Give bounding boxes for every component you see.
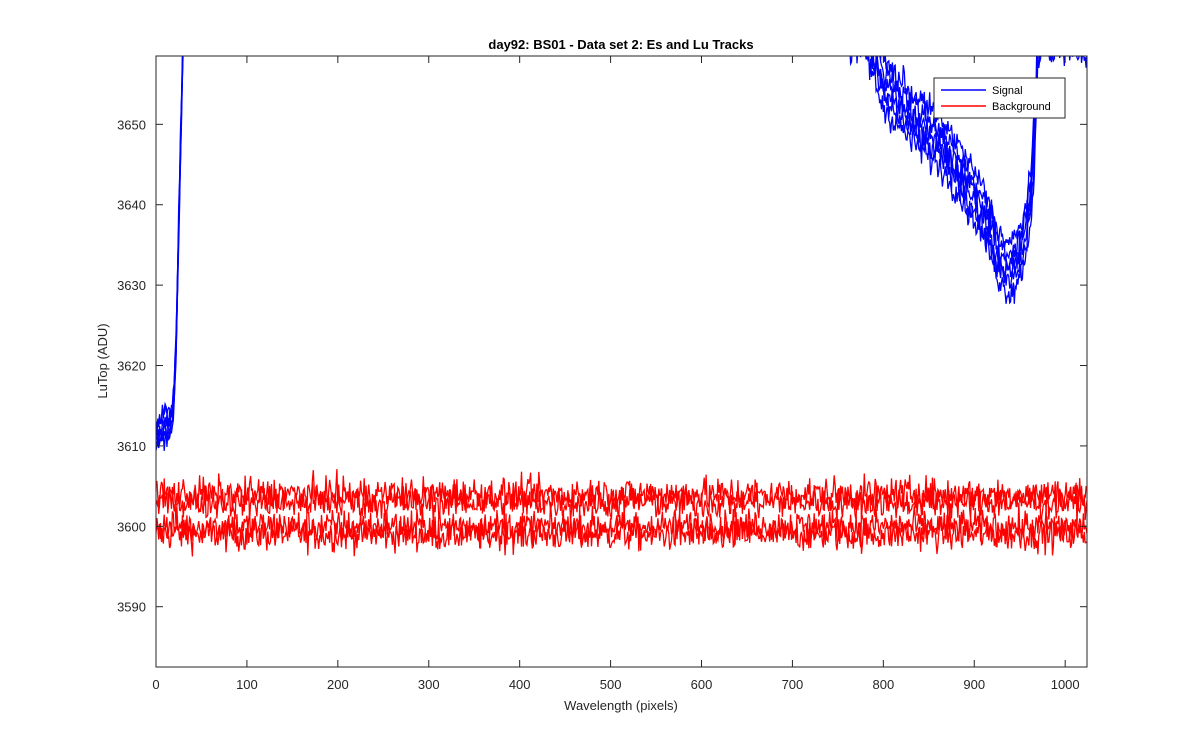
- signal-trace: [156, 56, 1038, 437]
- y-tick-label: 3630: [117, 278, 146, 293]
- signal-trace: [156, 56, 1038, 427]
- x-tick-label: 800: [872, 677, 894, 692]
- x-tick-label: 1000: [1051, 677, 1080, 692]
- background-trace: [156, 469, 1087, 517]
- y-tick-label: 3600: [117, 519, 146, 534]
- y-tick-label: 3650: [117, 117, 146, 132]
- series-layer: [156, 56, 1087, 557]
- x-tick-label: 400: [509, 677, 531, 692]
- x-tick-label: 0: [152, 677, 159, 692]
- signal-trace: [156, 56, 1071, 446]
- signal-trace: [156, 56, 1087, 451]
- legend-label-signal: Signal: [992, 85, 1023, 97]
- x-axis-label: Wavelength (pixels): [564, 698, 678, 713]
- y-tick-label: 3640: [117, 198, 146, 213]
- chart-title: day92: BS01 - Data set 2: Es and Lu Trac…: [488, 37, 753, 52]
- x-axis: 0 100 200 300 400 500 600 700 800 900 1000: [152, 56, 1080, 692]
- x-tick-label: 600: [691, 677, 713, 692]
- y-tick-label: 3620: [117, 359, 146, 374]
- x-tick-label: 900: [963, 677, 985, 692]
- x-tick-label: 500: [600, 677, 622, 692]
- x-tick-label: 700: [782, 677, 804, 692]
- background-trace: [156, 501, 1087, 549]
- y-tick-label: 3610: [117, 439, 146, 454]
- x-tick-label: 100: [236, 677, 258, 692]
- legend-box: [933, 77, 1066, 119]
- signal-trace: [156, 56, 1039, 442]
- y-axis-label: LuTop (ADU): [95, 323, 110, 398]
- legend-label-background: Background: [992, 101, 1051, 113]
- axes-box: [155, 55, 1088, 668]
- x-tick-label: 200: [327, 677, 349, 692]
- y-axis: 3590 3600 3610 3620 3630 3640 3650: [117, 117, 1087, 615]
- x-tick-label: 300: [418, 677, 440, 692]
- legend: Signal Background: [933, 77, 1066, 119]
- signal-trace: [156, 56, 1039, 445]
- y-tick-label: 3590: [117, 600, 146, 615]
